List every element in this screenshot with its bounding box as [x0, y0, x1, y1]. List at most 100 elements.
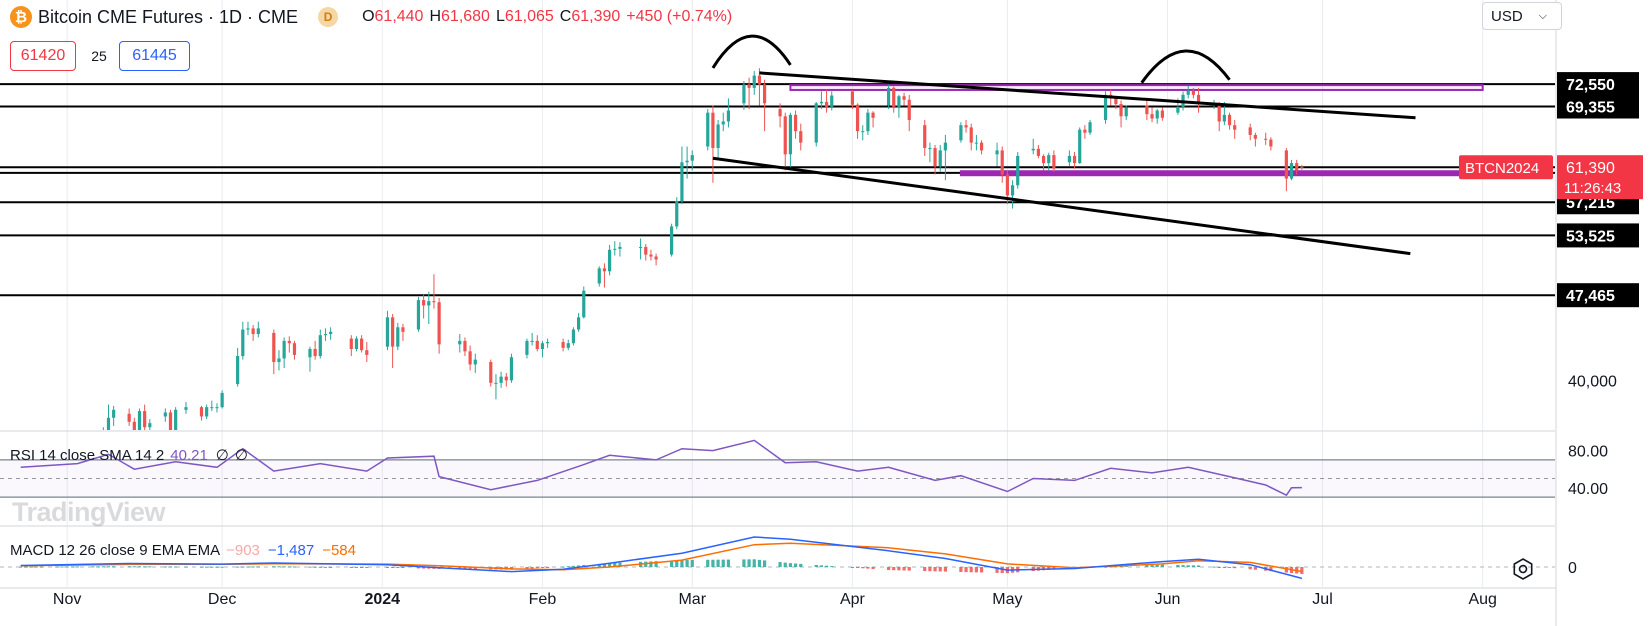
- candle-body[interactable]: [1227, 114, 1232, 126]
- candle-body[interactable]: [546, 342, 550, 344]
- candle-body[interactable]: [509, 357, 514, 381]
- candle-body[interactable]: [757, 75, 762, 85]
- candle-body[interactable]: [127, 413, 131, 422]
- candle-body[interactable]: [577, 317, 581, 330]
- candle-body[interactable]: [1016, 155, 1020, 186]
- candle-body[interactable]: [830, 95, 834, 107]
- candle-body[interactable]: [638, 246, 643, 248]
- macd-line[interactable]: [20, 536, 1303, 580]
- candle-body[interactable]: [742, 84, 746, 104]
- candle-body[interactable]: [246, 328, 250, 330]
- candle-body[interactable]: [762, 84, 767, 104]
- candle-body[interactable]: [525, 340, 529, 355]
- candle-body[interactable]: [675, 201, 679, 227]
- candle-body[interactable]: [329, 331, 333, 335]
- candle-body[interactable]: [323, 334, 328, 336]
- candle-body[interactable]: [897, 96, 901, 107]
- candle-body[interactable]: [892, 87, 896, 107]
- rsi-legend[interactable]: RSI 14 close SMA 14 2 40.21 ∅ ∅: [10, 445, 248, 465]
- candle-body[interactable]: [1284, 150, 1288, 179]
- candle-body[interactable]: [1072, 155, 1077, 164]
- candle-body[interactable]: [458, 340, 462, 345]
- candle-body[interactable]: [799, 131, 803, 143]
- candle-body[interactable]: [473, 359, 477, 365]
- candle-body[interactable]: [669, 226, 674, 255]
- trendline[interactable]: [712, 156, 1411, 256]
- candle-body[interactable]: [143, 411, 147, 428]
- candle-body[interactable]: [184, 407, 188, 410]
- candle-body[interactable]: [1222, 114, 1226, 122]
- support-resistance-zone[interactable]: [789, 84, 1484, 91]
- candle-body[interactable]: [938, 150, 942, 167]
- candle-body[interactable]: [752, 75, 756, 88]
- candle-body[interactable]: [959, 125, 963, 141]
- candle-body[interactable]: [282, 340, 286, 359]
- candle-body[interactable]: [1083, 129, 1087, 133]
- candle-body[interactable]: [112, 409, 116, 418]
- candle-body[interactable]: [396, 327, 400, 347]
- candle-body[interactable]: [97, 438, 100, 442]
- candle-body[interactable]: [943, 142, 948, 151]
- candle-body[interactable]: [995, 150, 999, 155]
- candle-body[interactable]: [132, 421, 136, 434]
- candle-body[interactable]: [385, 317, 390, 347]
- candle-body[interactable]: [499, 376, 503, 383]
- candle-body[interactable]: [1233, 125, 1237, 130]
- candle-body[interactable]: [711, 112, 715, 149]
- candle-body[interactable]: [566, 343, 570, 348]
- candle-body[interactable]: [886, 87, 891, 106]
- candle-body[interactable]: [1114, 98, 1118, 105]
- sell-price-button[interactable]: 61420: [10, 41, 76, 71]
- candle-body[interactable]: [824, 101, 829, 107]
- symbol-tag[interactable]: [1459, 155, 1553, 180]
- candle-body[interactable]: [1269, 139, 1273, 147]
- candle-body[interactable]: [571, 329, 576, 344]
- candle-body[interactable]: [649, 254, 653, 257]
- candle-body[interactable]: [360, 338, 364, 351]
- candle-body[interactable]: [416, 300, 421, 330]
- candle-body[interactable]: [1088, 122, 1092, 133]
- candle-body[interactable]: [91, 443, 94, 444]
- candle-body[interactable]: [504, 376, 508, 381]
- candle-body[interactable]: [287, 340, 291, 344]
- candle-body[interactable]: [1176, 106, 1180, 113]
- arc-drawing[interactable]: [1140, 49, 1231, 84]
- candle-body[interactable]: [292, 343, 297, 355]
- candle-body[interactable]: [793, 114, 798, 132]
- candle-body[interactable]: [597, 268, 601, 284]
- candle-body[interactable]: [1196, 94, 1201, 104]
- candle-body[interactable]: [1289, 163, 1294, 179]
- candle-body[interactable]: [685, 160, 689, 163]
- candle-body[interactable]: [1300, 166, 1304, 168]
- candle-body[interactable]: [1124, 107, 1128, 117]
- candle-body[interactable]: [561, 342, 565, 348]
- candle-body[interactable]: [907, 99, 911, 120]
- candle-body[interactable]: [1067, 155, 1071, 163]
- candle-body[interactable]: [1052, 155, 1056, 169]
- candle-body[interactable]: [277, 358, 281, 363]
- candle-body[interactable]: [706, 112, 710, 147]
- candle-body[interactable]: [613, 248, 617, 250]
- candle-body[interactable]: [1295, 163, 1299, 171]
- candle-body[interactable]: [272, 332, 276, 363]
- candle-body[interactable]: [1103, 94, 1108, 120]
- candle-body[interactable]: [819, 101, 824, 104]
- candle-body[interactable]: [861, 131, 865, 133]
- candle-body[interactable]: [530, 340, 534, 342]
- candle-body[interactable]: [1036, 148, 1040, 156]
- delayed-badge[interactable]: D: [318, 7, 339, 27]
- candle-body[interactable]: [540, 343, 545, 350]
- candle-body[interactable]: [215, 407, 219, 409]
- candle-body[interactable]: [1160, 110, 1164, 118]
- candle-body[interactable]: [923, 125, 927, 149]
- candle-body[interactable]: [1248, 127, 1252, 135]
- candle-body[interactable]: [747, 84, 751, 88]
- candle-body[interactable]: [535, 340, 539, 350]
- candle-body[interactable]: [721, 121, 725, 125]
- candle-body[interactable]: [778, 109, 782, 117]
- candle-body[interactable]: [607, 249, 612, 272]
- candle-body[interactable]: [463, 340, 467, 352]
- candle-body[interactable]: [979, 142, 984, 151]
- buy-price-button[interactable]: 61445: [119, 41, 190, 71]
- candle-body[interactable]: [163, 412, 167, 417]
